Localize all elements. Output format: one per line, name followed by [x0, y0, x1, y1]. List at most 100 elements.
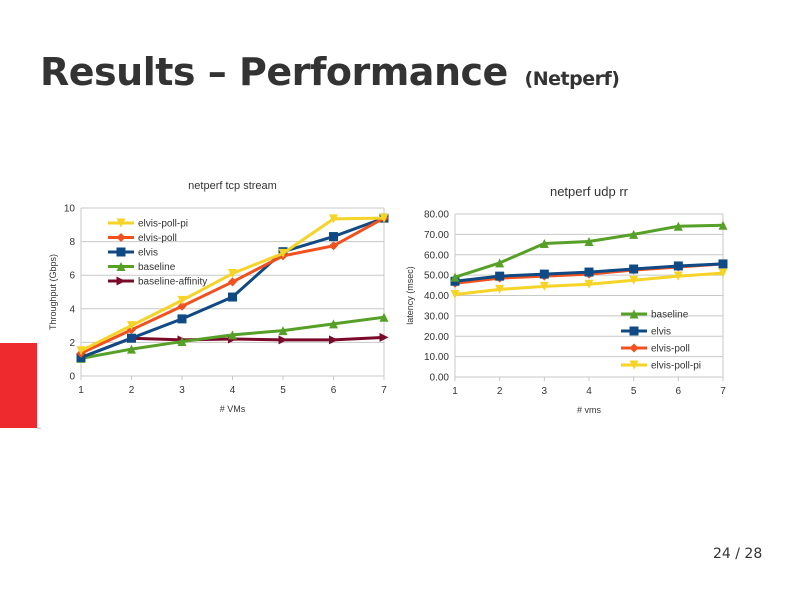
series-elvis [450, 259, 728, 286]
data-point [329, 232, 338, 242]
legend-label: baseline [138, 262, 176, 273]
legend-label: elvis [138, 248, 158, 259]
legend: baseline elvis elvis-poll elvis-poll-pi [621, 309, 701, 372]
x-tick-label: 3 [179, 385, 185, 396]
data-point [329, 214, 338, 224]
y-tick-label: 30.00 [424, 311, 449, 322]
legend: elvis-poll-pi elvis-poll elvis baseline base… [108, 218, 207, 288]
y-tick-label: 10.00 [424, 352, 449, 363]
y-tick-label: 2 [69, 338, 75, 349]
data-point [584, 237, 594, 247]
y-tick-label: 10 [64, 204, 76, 215]
x-tick-label: 7 [720, 386, 726, 397]
chart-2: netperf udp rr 0.00 10.00 20.00 30.00 40.00 50… [405, 184, 728, 415]
y-tick-label: 8 [69, 237, 75, 248]
data-point [228, 269, 237, 279]
x-tick-label: 5 [631, 386, 637, 397]
y-tick-label: 70.00 [424, 230, 449, 241]
data-point [673, 221, 683, 231]
series-baseline [76, 312, 389, 363]
divider [37, 428, 41, 429]
data-point [228, 292, 237, 302]
data-point [177, 314, 187, 324]
data-point [539, 281, 549, 291]
data-point [584, 279, 594, 289]
y-tick-label: 80.00 [424, 210, 449, 221]
data-point [127, 321, 136, 331]
x-tick-label: 4 [586, 386, 592, 397]
data-point [278, 326, 288, 336]
legend-marker [116, 276, 126, 286]
data-point [76, 346, 86, 356]
legend-marker [629, 309, 639, 319]
slide-subtitle: (Netperf) [524, 68, 620, 90]
data-point [379, 213, 389, 223]
y-tick-label: 0.00 [430, 373, 450, 384]
x-tick-label: 1 [452, 386, 458, 397]
data-point [379, 312, 389, 322]
data-point [629, 229, 639, 239]
data-point [329, 241, 338, 251]
slide-title-text: Results – Performance [40, 50, 508, 94]
chart-title: netperf tcp stream [188, 180, 277, 192]
y-tick-label: 40.00 [424, 291, 449, 302]
data-point [718, 259, 728, 269]
legend-label: elvis-poll [651, 344, 690, 355]
y-tick-label: 0 [69, 372, 75, 383]
x-tick-label: 2 [129, 385, 135, 396]
legend-label: elvis-poll-pi [138, 219, 188, 230]
data-point [177, 301, 187, 311]
x-axis-label: # VMs [220, 404, 246, 414]
data-point [450, 289, 460, 299]
y-tick-label: 20.00 [424, 332, 449, 343]
data-point [629, 264, 639, 274]
data-point [177, 337, 187, 347]
legend-marker [629, 360, 639, 370]
data-point [495, 271, 505, 281]
slide-title: Results – Performance (Netperf) [40, 50, 620, 94]
x-tick-label: 5 [280, 385, 286, 396]
data-point [673, 261, 683, 271]
data-point [629, 275, 639, 285]
data-point [278, 248, 288, 258]
data-point [539, 269, 549, 279]
data-point [329, 319, 338, 329]
data-point [718, 268, 728, 278]
legend-marker [116, 233, 126, 242]
y-tick-label: 50.00 [424, 271, 449, 282]
data-point [228, 277, 237, 287]
data-point [278, 335, 288, 345]
data-point [584, 267, 594, 277]
data-point [539, 239, 549, 249]
legend-marker [629, 326, 639, 336]
data-point [228, 330, 237, 340]
legend-label: baseline-affinity [138, 277, 207, 288]
y-axis-label: latency (msec) [405, 266, 415, 325]
data-point [718, 220, 728, 230]
legend-label: elvis [651, 327, 671, 338]
data-point [127, 333, 136, 343]
x-tick-label: 7 [381, 385, 387, 396]
chart-title: netperf udp rr [550, 184, 629, 199]
x-tick-label: 6 [331, 385, 337, 396]
series-baseline [450, 220, 728, 282]
y-tick-label: 4 [69, 304, 75, 315]
data-point [673, 271, 683, 281]
legend-marker [116, 247, 126, 257]
y-tick-label: 60.00 [424, 250, 449, 261]
accent-bar [0, 343, 37, 428]
x-tick-label: 4 [230, 385, 236, 396]
data-point [495, 284, 505, 294]
legend-label: baseline [651, 310, 689, 321]
data-point [379, 332, 389, 342]
data-point [450, 272, 460, 282]
page-number: 24 / 28 [713, 546, 763, 562]
legend-label: elvis-poll-pi [651, 361, 701, 372]
x-tick-label: 6 [676, 386, 682, 397]
x-tick-label: 2 [497, 386, 503, 397]
data-point [127, 344, 136, 354]
data-point [495, 258, 505, 268]
series-elvis-poll-pi [76, 213, 389, 356]
